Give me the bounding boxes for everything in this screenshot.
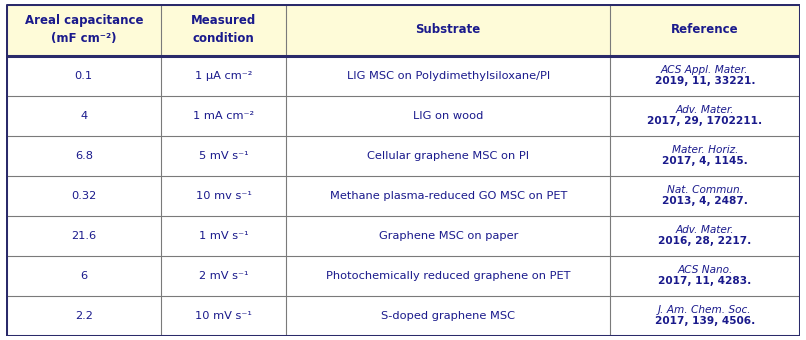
Text: Photochemically reduced graphene on PET: Photochemically reduced graphene on PET: [326, 271, 571, 281]
Bar: [161, 96, 286, 136]
Bar: [6, 216, 161, 256]
Text: Measured
condition: Measured condition: [191, 14, 256, 45]
Text: ACS Nano.: ACS Nano.: [677, 265, 733, 275]
Text: Substrate: Substrate: [416, 23, 481, 36]
Text: 2019, 11, 33221.: 2019, 11, 33221.: [654, 76, 755, 86]
Text: 10 mv s⁻¹: 10 mv s⁻¹: [196, 191, 251, 201]
Bar: [6, 136, 161, 176]
Bar: [610, 136, 800, 176]
Bar: [6, 296, 161, 336]
Bar: [610, 296, 800, 336]
Bar: [6, 96, 161, 136]
Bar: [610, 4, 800, 55]
Text: Adv. Mater.: Adv. Mater.: [675, 225, 734, 235]
Bar: [161, 176, 286, 216]
Text: 0.32: 0.32: [71, 191, 97, 201]
Text: S-doped graphene MSC: S-doped graphene MSC: [381, 311, 515, 321]
Text: 4: 4: [81, 110, 87, 121]
Text: Adv. Mater.: Adv. Mater.: [675, 105, 734, 115]
Bar: [286, 256, 610, 296]
Text: 10 mV s⁻¹: 10 mV s⁻¹: [195, 311, 252, 321]
Bar: [286, 55, 610, 96]
Text: 1 mV s⁻¹: 1 mV s⁻¹: [199, 231, 248, 241]
Bar: [161, 256, 286, 296]
Text: 2 mV s⁻¹: 2 mV s⁻¹: [199, 271, 248, 281]
Text: Methane plasma-reduced GO MSC on PET: Methane plasma-reduced GO MSC on PET: [330, 191, 567, 201]
Text: Nat. Commun.: Nat. Commun.: [667, 185, 743, 195]
Bar: [610, 55, 800, 96]
Bar: [161, 136, 286, 176]
Text: 2017, 4, 1145.: 2017, 4, 1145.: [662, 156, 748, 166]
Text: 2017, 139, 4506.: 2017, 139, 4506.: [654, 317, 755, 326]
Bar: [161, 296, 286, 336]
Bar: [6, 176, 161, 216]
Bar: [6, 55, 161, 96]
Text: 6.8: 6.8: [75, 151, 93, 161]
Bar: [610, 216, 800, 256]
Bar: [286, 4, 610, 55]
Text: 0.1: 0.1: [75, 70, 93, 81]
Text: LIG on wood: LIG on wood: [413, 110, 484, 121]
Text: Cellular graphene MSC on PI: Cellular graphene MSC on PI: [368, 151, 530, 161]
Text: 2016, 28, 2217.: 2016, 28, 2217.: [659, 236, 751, 246]
Text: 1 mA cm⁻²: 1 mA cm⁻²: [193, 110, 255, 121]
Text: 2.2: 2.2: [75, 311, 93, 321]
Text: ACS Appl. Mater.: ACS Appl. Mater.: [661, 65, 749, 75]
Text: 1 μA cm⁻²: 1 μA cm⁻²: [195, 70, 252, 81]
Text: 5 mV s⁻¹: 5 mV s⁻¹: [199, 151, 248, 161]
Bar: [6, 256, 161, 296]
Bar: [286, 216, 610, 256]
Text: 6: 6: [81, 271, 87, 281]
Text: 21.6: 21.6: [71, 231, 97, 241]
Text: LIG MSC on Polydimethylsiloxane/PI: LIG MSC on Polydimethylsiloxane/PI: [347, 70, 550, 81]
Bar: [610, 96, 800, 136]
Text: Reference: Reference: [671, 23, 738, 36]
Text: 2013, 4, 2487.: 2013, 4, 2487.: [662, 196, 748, 206]
Bar: [286, 136, 610, 176]
Text: Graphene MSC on paper: Graphene MSC on paper: [379, 231, 518, 241]
Bar: [161, 55, 286, 96]
Text: 2017, 29, 1702211.: 2017, 29, 1702211.: [647, 116, 762, 126]
Bar: [286, 96, 610, 136]
Text: Areal capacitance
(mF cm⁻²): Areal capacitance (mF cm⁻²): [24, 14, 143, 45]
Text: J. Am. Chem. Soc.: J. Am. Chem. Soc.: [658, 305, 751, 315]
Bar: [610, 176, 800, 216]
Bar: [161, 4, 286, 55]
Bar: [6, 4, 161, 55]
Bar: [610, 256, 800, 296]
Text: 2017, 11, 4283.: 2017, 11, 4283.: [659, 276, 751, 286]
Bar: [161, 216, 286, 256]
Text: Mater. Horiz.: Mater. Horiz.: [671, 145, 738, 155]
Bar: [286, 176, 610, 216]
Bar: [286, 296, 610, 336]
